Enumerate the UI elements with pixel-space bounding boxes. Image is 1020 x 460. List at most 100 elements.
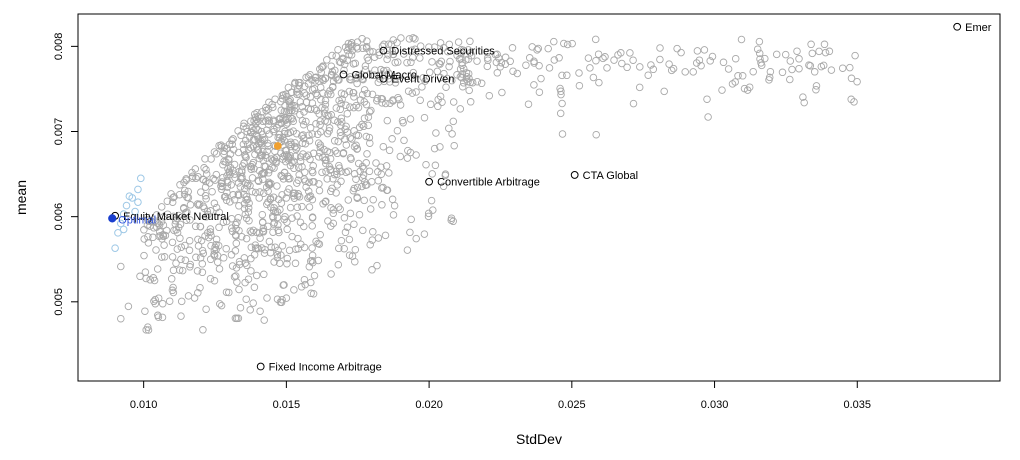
random-portfolio-point: [238, 162, 247, 170]
random-portfolio-point: [594, 50, 603, 58]
random-portfolio-point: [805, 61, 813, 69]
random-portfolio-point: [450, 141, 458, 150]
random-portfolio-point: [595, 78, 603, 87]
random-portfolio-point: [366, 240, 374, 249]
random-portfolio-point: [237, 232, 246, 241]
random-portfolio-point: [314, 130, 322, 139]
random-portfolio-point: [337, 99, 345, 108]
random-portfolio-point: [315, 240, 324, 248]
random-portfolio-point: [229, 135, 237, 143]
frontier-point: [134, 198, 142, 206]
random-portfolio-point: [215, 141, 223, 150]
random-portfolio-point: [439, 44, 448, 52]
random-portfolio-point: [361, 62, 370, 70]
random-portfolio-point: [327, 165, 335, 174]
random-portfolio-point: [369, 228, 377, 236]
random-portfolio-point: [669, 64, 678, 73]
random-portfolio-point: [199, 326, 207, 334]
random-portfolio-point: [160, 253, 169, 261]
random-portfolio-point: [186, 263, 194, 271]
random-portfolio-point: [177, 255, 185, 264]
random-portfolio-point: [513, 69, 522, 78]
y-tick-label: 0.006: [53, 203, 65, 231]
x-tick-label: 0.020: [415, 399, 443, 411]
random-portfolio-point: [280, 107, 289, 116]
random-portfolio-point: [706, 57, 714, 65]
random-portfolio-point: [363, 181, 371, 189]
random-portfolio-point: [781, 50, 790, 59]
random-portfolio-point: [362, 100, 371, 109]
random-portfolio-point: [703, 95, 711, 103]
random-portfolio-point: [589, 73, 598, 82]
random-portfolio-point: [360, 114, 369, 123]
frontier-point: [134, 185, 142, 194]
random-portfolio-point: [493, 50, 501, 59]
random-portfolio-point: [313, 91, 321, 100]
random-portfolio-point: [294, 234, 302, 243]
random-portfolio-point: [408, 46, 416, 54]
random-portfolio-point: [241, 259, 250, 267]
random-portfolio-point: [330, 137, 339, 145]
random-portfolio-point: [334, 260, 343, 269]
random-portfolio-point: [185, 236, 194, 245]
random-portfolio-point: [786, 57, 795, 65]
random-portfolio-point: [406, 228, 414, 237]
random-portfolio-point: [376, 75, 384, 83]
random-portfolio-point: [806, 62, 815, 70]
random-portfolio-point: [629, 99, 638, 108]
random-portfolio-point: [217, 301, 226, 310]
random-portfolio-point: [340, 66, 348, 74]
random-portfolio-point: [815, 47, 823, 56]
random-portfolio-point: [416, 96, 424, 104]
random-portfolio-point: [157, 217, 166, 226]
random-portfolio-point: [853, 77, 861, 86]
random-portfolio-point: [329, 219, 338, 228]
random-portfolio-point: [271, 243, 279, 251]
random-portfolio-point: [389, 50, 397, 59]
random-portfolio-point: [765, 76, 773, 84]
random-portfolio-point: [292, 245, 300, 253]
random-portfolio-point: [317, 95, 325, 104]
random-portfolio-point: [660, 87, 668, 96]
random-portfolio-point: [263, 294, 271, 302]
random-portfolio-point: [124, 302, 133, 311]
random-portfolio-point: [847, 74, 856, 83]
random-portfolio-point: [522, 61, 530, 69]
random-portfolio-point: [327, 204, 335, 212]
random-portfolio-point: [557, 87, 565, 96]
random-portfolio-point: [210, 199, 219, 208]
random-portfolio-point: [473, 77, 482, 86]
random-portfolio-point: [439, 182, 448, 191]
random-portfolio-point: [333, 170, 341, 179]
random-portfolio-point: [155, 220, 163, 228]
random-portfolio-point: [306, 155, 314, 164]
random-portfolio-point: [219, 160, 227, 169]
random-portfolio-point: [432, 129, 440, 137]
random-portfolio-point: [180, 204, 188, 212]
y-tick-label: 0.007: [53, 118, 65, 146]
random-portfolio-point: [246, 162, 255, 171]
random-portfolio-point: [359, 174, 367, 182]
random-portfolio-point: [235, 191, 243, 200]
random-portfolio-point: [247, 254, 255, 263]
random-portfolio-point: [449, 117, 458, 126]
random-portfolio-point: [280, 129, 289, 138]
random-portfolio-point: [368, 90, 377, 99]
random-portfolio-point: [247, 117, 255, 125]
random-portfolio-point: [228, 136, 236, 145]
random-portfolio-point: [328, 184, 336, 193]
random-portfolio-point: [346, 209, 355, 218]
random-portfolio-point: [293, 203, 302, 212]
random-portfolio-point: [202, 177, 210, 186]
random-portfolio-point: [560, 39, 568, 48]
random-portfolio-point: [160, 241, 168, 249]
random-portfolio-point: [483, 54, 492, 62]
random-portfolio-point: [222, 244, 230, 253]
random-portfolio-point: [159, 221, 168, 229]
random-portfolio-point: [332, 52, 340, 60]
random-portfolio-point: [274, 226, 283, 235]
random-portfolio-point: [250, 164, 258, 173]
random-portfolio-point: [424, 209, 433, 218]
random-portfolio-point: [530, 81, 538, 89]
random-portfolio-point: [403, 246, 412, 254]
